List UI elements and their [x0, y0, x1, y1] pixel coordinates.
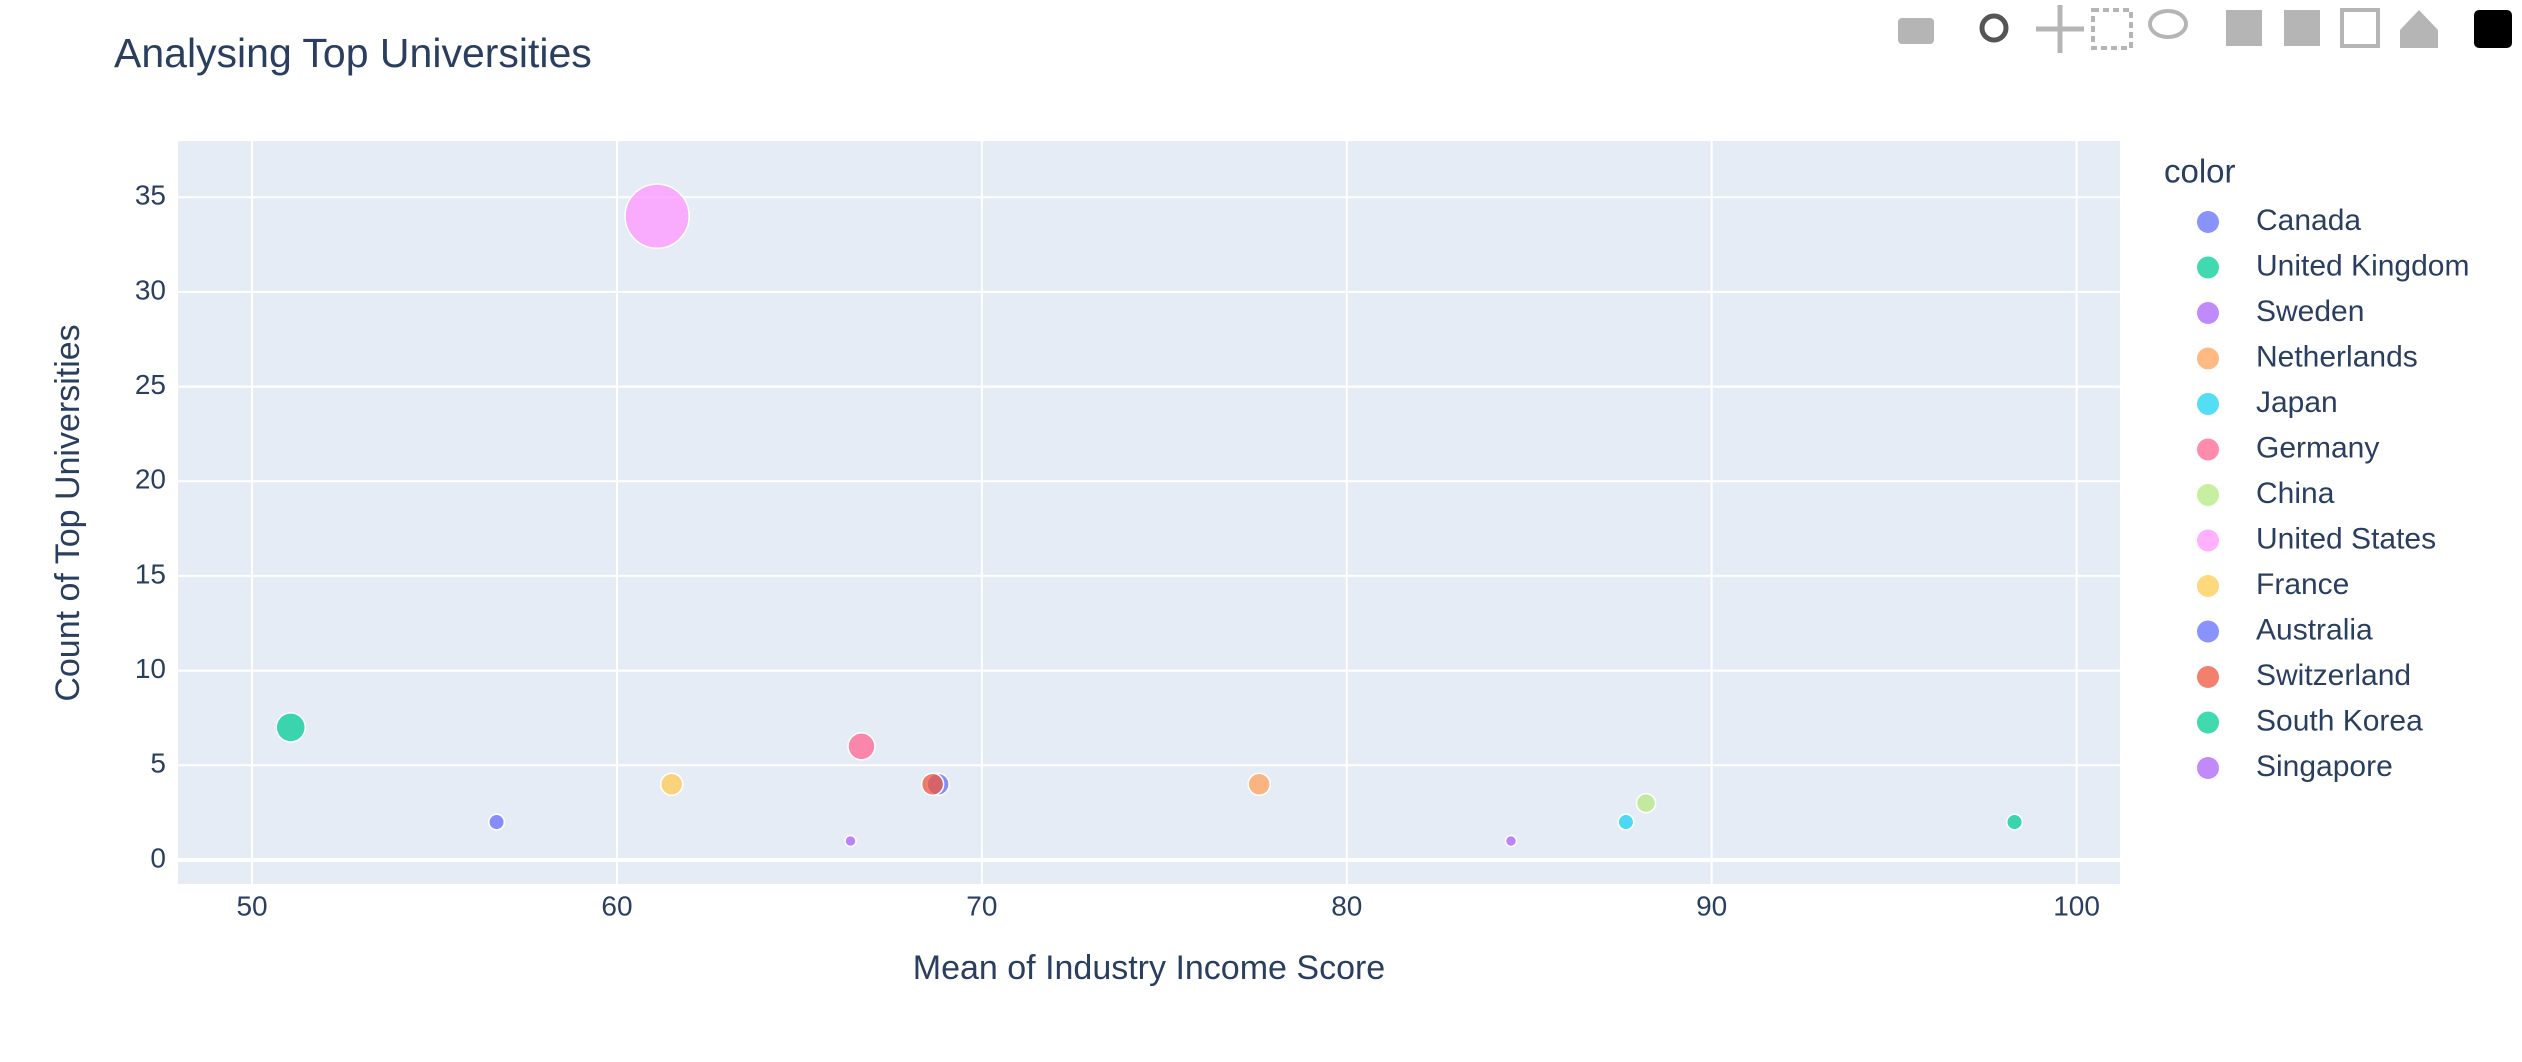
bubble — [1635, 792, 1657, 814]
chart-title: Analysing Top Universities — [114, 30, 592, 76]
camera-icon[interactable] — [1898, 18, 1934, 44]
x-tick-label: 50 — [236, 890, 267, 921]
legend-label: Australia — [2256, 613, 2373, 646]
y-axis-title: Count of Top Universities — [49, 324, 87, 701]
legend-marker — [2197, 575, 2219, 597]
autoscale-icon[interactable] — [2340, 8, 2380, 48]
x-tick-label: 100 — [2053, 890, 2100, 921]
bubble — [275, 712, 307, 743]
legend-marker — [2197, 529, 2219, 552]
zoom-out-icon[interactable] — [2284, 10, 2320, 46]
x-tick-label: 80 — [1331, 890, 1362, 921]
bubble — [2006, 813, 2024, 831]
legend-label: Switzerland — [2256, 659, 2411, 692]
y-tick-label: 5 — [150, 748, 166, 779]
bubble — [844, 834, 857, 848]
legend-marker — [2197, 302, 2219, 324]
bubble — [1504, 834, 1518, 848]
legend-label: Germany — [2256, 431, 2379, 464]
legend-marker — [2197, 620, 2219, 643]
legend-marker — [2197, 484, 2219, 506]
legend-label: China — [2256, 477, 2335, 510]
zoom-icon[interactable] — [1979, 13, 2009, 43]
lasso-icon[interactable] — [2148, 9, 2188, 39]
legend-label: South Korea — [2256, 704, 2423, 737]
legend-marker — [2197, 211, 2219, 233]
bubble — [659, 772, 684, 796]
legend-marker — [2197, 256, 2219, 279]
y-tick-label: 10 — [135, 653, 166, 684]
y-tick-label: 20 — [135, 464, 166, 495]
pan-icon[interactable] — [2036, 5, 2084, 53]
legend-title: color — [2164, 153, 2236, 190]
x-tick-label: 60 — [601, 890, 632, 921]
legend-marker — [2197, 347, 2219, 370]
x-axis-title: Mean of Industry Income Score — [913, 949, 1385, 987]
x-tick-label: 70 — [966, 890, 997, 921]
legend-marker — [2197, 666, 2219, 688]
y-tick-label: 25 — [135, 369, 166, 400]
legend-label: Netherlands — [2256, 340, 2418, 373]
legend-marker — [2197, 393, 2219, 415]
legend-marker — [2197, 711, 2219, 734]
home-icon[interactable] — [2400, 10, 2438, 48]
legend-label: United Kingdom — [2256, 249, 2469, 282]
legend-label: Singapore — [2256, 750, 2393, 783]
legend-label: Japan — [2256, 386, 2338, 419]
bubble — [920, 772, 945, 796]
y-tick-label: 30 — [135, 274, 166, 305]
bubble — [1617, 813, 1635, 831]
modebar — [1898, 5, 2512, 53]
zoom-in-icon[interactable] — [2226, 10, 2262, 46]
legend-label: United States — [2256, 522, 2436, 555]
legend-marker — [2197, 757, 2219, 779]
x-tick-label: 90 — [1696, 890, 1727, 921]
bubble — [488, 813, 506, 831]
y-tick-label: 35 — [135, 180, 166, 211]
legend-label: France — [2256, 568, 2349, 601]
plot-background — [178, 141, 2120, 884]
legend-marker — [2197, 438, 2219, 461]
y-tick-label: 0 — [150, 842, 166, 873]
bubble — [1247, 772, 1271, 796]
legend-label: Sweden — [2256, 295, 2364, 328]
y-tick-label: 15 — [135, 558, 166, 589]
bubble — [847, 732, 876, 761]
bubble — [624, 183, 690, 249]
plotly-logo[interactable] — [2474, 10, 2512, 48]
box-select-icon[interactable] — [2091, 8, 2133, 50]
legend-label: Canada — [2256, 204, 2361, 237]
